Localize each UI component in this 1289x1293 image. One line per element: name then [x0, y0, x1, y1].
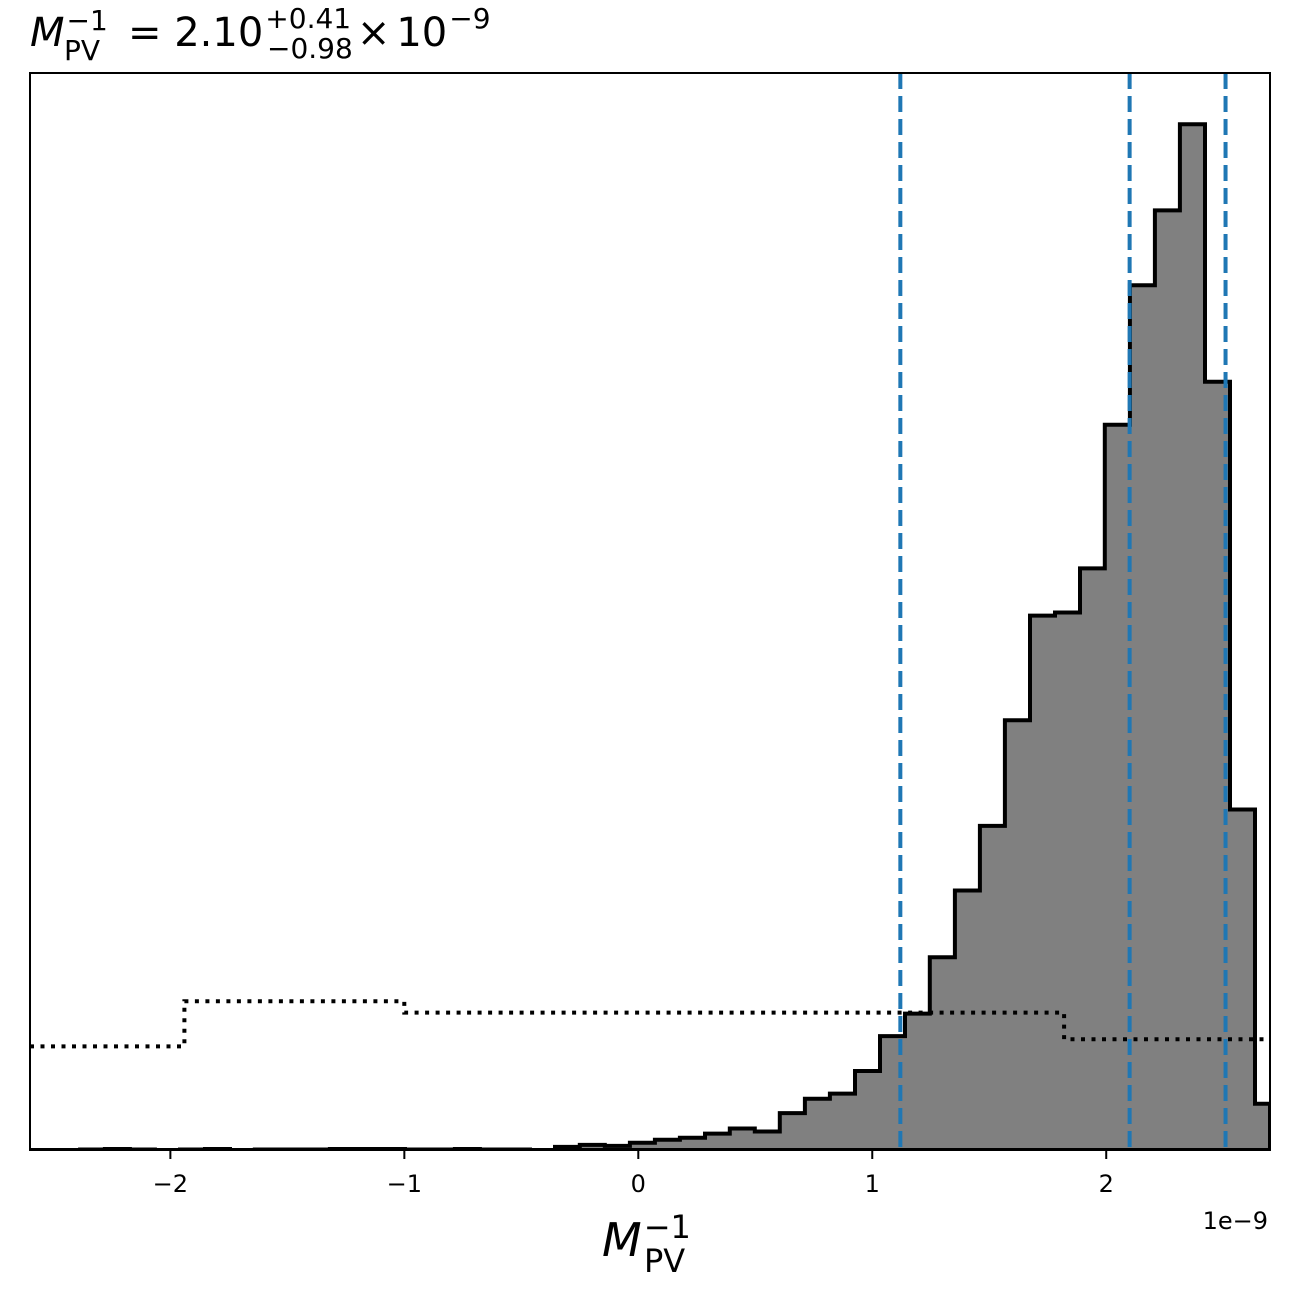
title-equals: =: [128, 10, 174, 56]
xlabel-subscript: PV: [644, 1242, 685, 1280]
quantile-lines: [898, 73, 1228, 1150]
chart-title: M−1 PV = 2.10+0.41 −0.98 × 10−9: [30, 2, 491, 67]
x-tick-label: −2: [153, 1170, 188, 1198]
x-axis-label: M−1 PV: [602, 1208, 691, 1280]
x-tick-label: −1: [387, 1170, 422, 1198]
x-tick-label: 1: [865, 1170, 880, 1198]
x-tick-label: 2: [1099, 1170, 1114, 1198]
title-subscript: PV: [64, 34, 100, 67]
title-symbol: M: [30, 10, 65, 56]
posterior-histogram-fill: [30, 124, 1270, 1150]
title-lower-error: −0.98: [267, 32, 353, 65]
xlabel-superscript: −1: [644, 1208, 691, 1246]
x-tick-label: 0: [631, 1170, 646, 1198]
title-median: 2.10: [174, 10, 263, 56]
x-axis-ticks: −2 −1 0 1 2: [153, 1150, 1114, 1198]
title-exponent: −9: [449, 2, 490, 35]
plot-frame: [29, 72, 1271, 1151]
x-offset-label: 1e−9: [1203, 1207, 1268, 1235]
title-times: ×: [357, 10, 391, 56]
title-superscript: −1: [67, 4, 108, 37]
title-base: 10: [396, 10, 447, 56]
title-upper-error: +0.41: [265, 2, 351, 35]
posterior-histogram-outline: [30, 122, 1270, 1150]
xlabel-symbol: M: [602, 1213, 642, 1267]
